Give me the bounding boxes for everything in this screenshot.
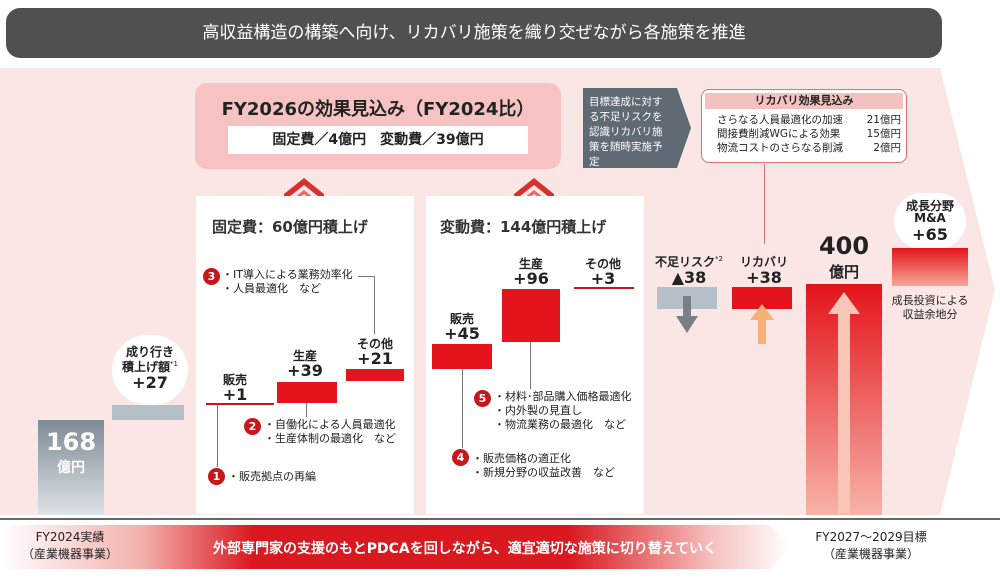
recovery-box-title: リカバリ効果見込み xyxy=(705,93,903,109)
measure-4-line: ・販売価格の適正化 xyxy=(472,452,571,465)
label-risk-value: ▲38 xyxy=(671,268,707,287)
label-vr-other: その他 xyxy=(584,257,621,271)
label-recovery: リカバリ xyxy=(739,255,788,269)
label-growth-l2: M&A xyxy=(914,211,946,225)
measure-badge-3: 3 xyxy=(203,268,220,285)
growth-label-bg xyxy=(894,193,966,249)
label-base-unit: 億円 xyxy=(57,460,85,476)
label-fx-sales: 販売 xyxy=(222,373,247,387)
headline-banner: 高収益構造の構築へ向け、リカバリ施策を織り交ぜながら各施策を推進 xyxy=(6,8,942,58)
bar-recovery xyxy=(732,287,792,309)
footer-left-l1: FY2024実績 xyxy=(35,530,105,544)
label-vr-sales: 販売 xyxy=(449,312,474,326)
bar-vr-prod xyxy=(502,289,560,342)
fixed-cost-title: 固定費：60億円積上げ xyxy=(212,218,368,236)
measure-5-line: ・材料･部品購入価格最適化 xyxy=(494,390,632,403)
bar-fy2024-actual xyxy=(38,420,104,515)
connector-3 xyxy=(374,276,375,334)
label-growth-note-l1: 成長投資による xyxy=(891,294,969,307)
connector-4 xyxy=(462,369,463,448)
recovery-item: 間接費削減WGによる効果 15億円 xyxy=(717,128,901,140)
measure-badge-5: 5 xyxy=(474,390,491,407)
effect-box-detail: 固定費／4億円 変動費／39億円 xyxy=(228,126,528,154)
effect-box: FY2026の効果見込み（FY2024比） 固定費／4億円 変動費／39億円 xyxy=(195,83,561,169)
measure-4-line: ・新規分野の収益改善 など xyxy=(472,466,615,479)
label-target-value: 400 xyxy=(818,232,870,260)
label-fx-other: その他 xyxy=(356,337,393,351)
measure-2-line: ・生産体制の最適化 など xyxy=(264,432,396,445)
bar-natural xyxy=(112,405,184,420)
risk-note-text: 目標達成に対する不足リスクを認識リカバリ施策を随時実施予定 xyxy=(589,96,663,168)
connector-2 xyxy=(306,403,307,417)
arrow-up-icon xyxy=(750,304,774,344)
bar-vr-sales xyxy=(432,344,492,369)
measure-2-line: ・自働化による人員最適化 xyxy=(264,418,396,431)
label-vr-prod-value: +96 xyxy=(513,269,549,288)
label-natural-l2: 積上げ額*1 xyxy=(122,360,178,374)
footer-banner-text: 外部専門家の支援のもとPDCAを回しながら、適宜適切な施策に切り替えていく xyxy=(212,541,717,557)
footer-left-l2: （産業機器事業） xyxy=(21,547,118,561)
measure-badge-2: 2 xyxy=(244,418,261,435)
label-natural-l1: 成り行き xyxy=(125,345,174,359)
label-risk: 不足リスク*2 xyxy=(655,255,723,269)
measure-3-line: ・IT導入による業務効率化 xyxy=(222,268,353,281)
measure-5-line: ・内外製の見直し xyxy=(494,404,582,417)
footer-banner-arrow xyxy=(0,525,790,569)
connector-3 xyxy=(358,276,374,277)
label-growth-note-l2: 収益余地分 xyxy=(902,308,958,321)
measure-1-line: ・販売拠点の再編 xyxy=(228,470,316,483)
label-growth-l1: 成長分野 xyxy=(905,199,954,213)
arrow-up-icon xyxy=(828,292,860,514)
natural-label-bg xyxy=(112,335,188,405)
label-base-value: 168 xyxy=(45,428,97,456)
bar-vr-other xyxy=(574,287,634,289)
label-vr-other-value: +3 xyxy=(590,269,616,288)
bar-fx-other xyxy=(346,369,404,381)
footer-right-l1: FY2027～2029目標 xyxy=(815,530,927,544)
recovery-item: 物流コストのさらなる削減 2億円 xyxy=(717,142,901,154)
label-growth-value: +65 xyxy=(912,225,948,244)
measure-badge-1: 1 xyxy=(208,468,225,485)
bar-growth xyxy=(892,248,968,286)
connector-1 xyxy=(217,405,218,467)
risk-note-arrow xyxy=(583,88,691,168)
label-natural-value: +27 xyxy=(132,373,168,392)
headline-text: 高収益構造の構築へ向け、リカバリ施策を織り交ぜながら各施策を推進 xyxy=(202,23,746,43)
recovery-box: リカバリ効果見込み さらなる人員最適化の加速 21億円 間接費削減WGによる効果 1… xyxy=(701,89,907,163)
label-target-unit: 億円 xyxy=(828,263,859,281)
label-fx-other-value: +21 xyxy=(357,349,393,368)
measure-badge-4: 4 xyxy=(452,449,469,466)
label-vr-prod: 生産 xyxy=(518,257,543,271)
recovery-item: さらなる人員最適化の加速 21億円 xyxy=(717,114,901,126)
connector-5 xyxy=(530,342,531,389)
fixed-cost-panel xyxy=(196,196,414,514)
arrow-down-icon xyxy=(676,296,698,333)
label-vr-sales-value: +45 xyxy=(444,324,480,343)
measure-3-line: ・人員最適化 など xyxy=(222,282,321,295)
label-fx-prod: 生産 xyxy=(292,349,317,363)
bar-fx-sales xyxy=(206,403,274,405)
effect-box-title: FY2026の効果見込み（FY2024比） xyxy=(221,99,535,120)
variable-cost-title: 変動費：144億円積上げ xyxy=(440,218,607,236)
footer-rule xyxy=(0,518,1000,520)
footer-right-l2: （産業機器事業） xyxy=(822,547,919,561)
label-recovery-value: +38 xyxy=(746,268,782,287)
label-fx-sales-value: +1 xyxy=(222,385,248,404)
bar-fx-prod xyxy=(277,382,337,403)
label-fx-prod-value: +39 xyxy=(287,361,323,380)
measure-5-line: ・物流業務の最適化 など xyxy=(494,418,626,431)
recovery-connector xyxy=(764,164,765,244)
